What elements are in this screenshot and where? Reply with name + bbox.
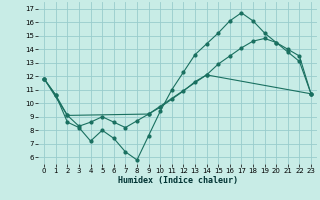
X-axis label: Humidex (Indice chaleur): Humidex (Indice chaleur) xyxy=(118,176,238,185)
